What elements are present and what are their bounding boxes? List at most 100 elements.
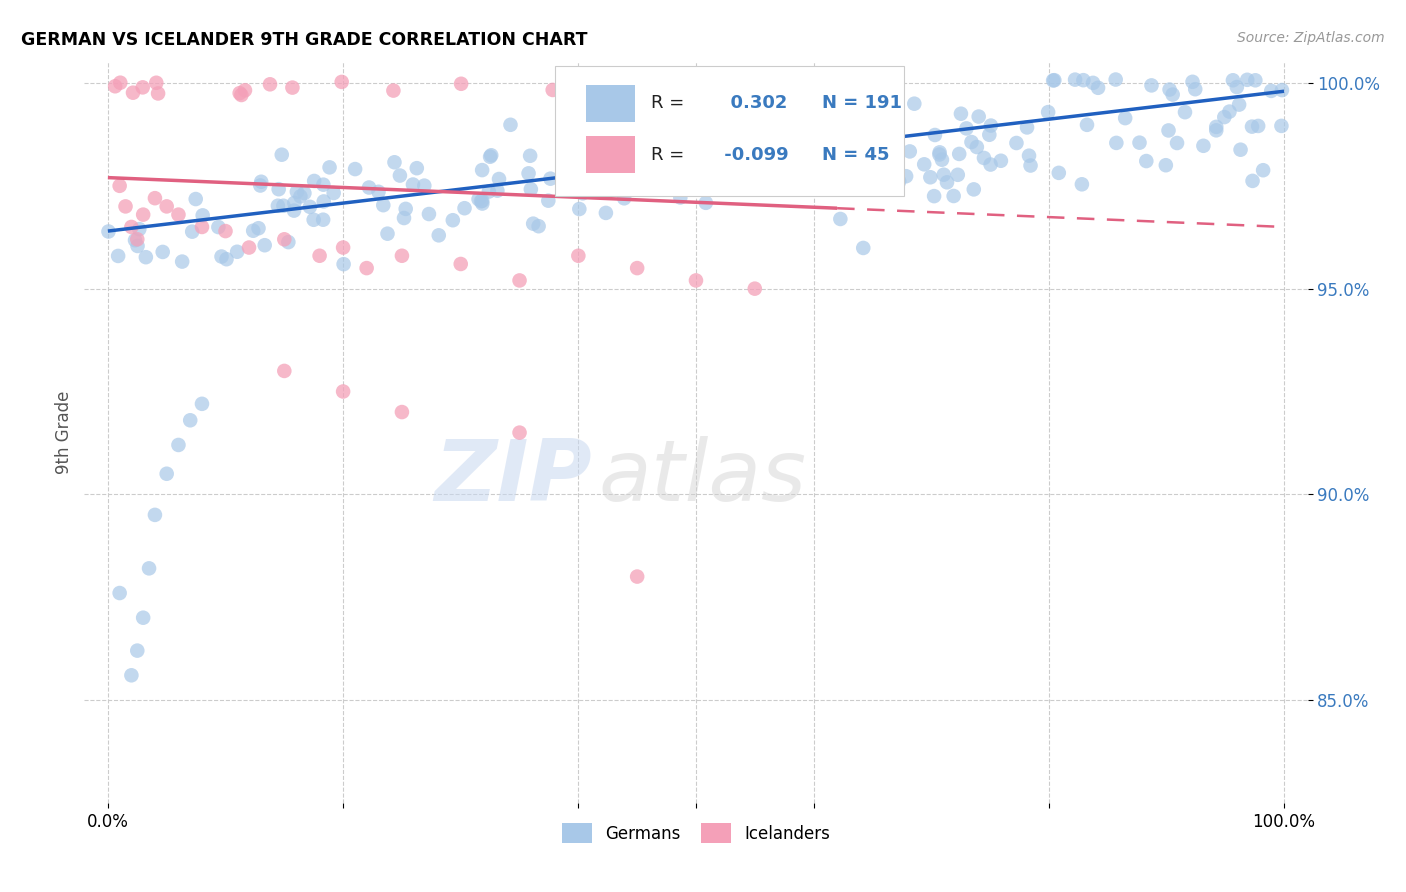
Point xyxy=(638,170,661,185)
Point xyxy=(1081,76,1104,90)
Point xyxy=(373,198,395,212)
Point xyxy=(231,88,253,103)
Point xyxy=(928,147,950,161)
Point xyxy=(568,202,591,216)
Point xyxy=(471,194,494,208)
Point xyxy=(686,180,709,194)
Point xyxy=(799,119,821,133)
Point xyxy=(108,586,131,600)
Point xyxy=(695,195,717,210)
Point xyxy=(233,83,256,97)
Text: atlas: atlas xyxy=(598,435,806,518)
Point xyxy=(1229,143,1251,157)
Point xyxy=(1166,136,1188,150)
Point xyxy=(214,224,236,238)
Point xyxy=(1260,84,1282,98)
Point xyxy=(541,83,564,97)
Point xyxy=(312,212,335,227)
Point xyxy=(912,157,935,171)
Point xyxy=(1192,138,1215,153)
Point xyxy=(862,173,884,187)
Point xyxy=(621,176,644,190)
Point xyxy=(172,254,194,268)
Point xyxy=(669,190,692,204)
Point xyxy=(242,224,264,238)
Point xyxy=(519,149,541,163)
Point xyxy=(114,199,136,213)
Point xyxy=(873,152,896,166)
Point xyxy=(626,261,648,276)
Point xyxy=(932,168,955,182)
Point xyxy=(737,180,759,194)
Point xyxy=(356,261,378,276)
Point xyxy=(1240,120,1263,134)
Point xyxy=(1218,104,1240,119)
Point xyxy=(247,221,270,235)
Point xyxy=(285,185,308,199)
Point xyxy=(470,194,492,209)
Point xyxy=(948,147,970,161)
Point xyxy=(990,153,1012,168)
Point xyxy=(330,75,353,89)
Point xyxy=(731,177,754,191)
Point xyxy=(693,135,716,149)
Point xyxy=(980,157,1002,171)
Text: 0.302: 0.302 xyxy=(718,95,787,112)
Point xyxy=(540,171,562,186)
Point xyxy=(138,561,160,575)
Point xyxy=(281,80,304,95)
Point xyxy=(405,161,427,176)
Point xyxy=(903,96,925,111)
Point xyxy=(267,182,290,196)
Point xyxy=(1076,118,1098,132)
Text: N = 191: N = 191 xyxy=(823,95,903,112)
Point xyxy=(384,155,406,169)
Point xyxy=(695,176,717,190)
Point xyxy=(127,232,149,246)
Point xyxy=(676,153,699,167)
Point xyxy=(725,151,748,165)
Point xyxy=(167,208,190,222)
Point xyxy=(322,186,344,200)
Point xyxy=(120,668,142,682)
Point xyxy=(471,196,494,211)
Point xyxy=(830,211,852,226)
Point xyxy=(973,151,995,165)
Point xyxy=(898,145,921,159)
Point xyxy=(922,189,945,203)
Point xyxy=(520,182,543,196)
FancyBboxPatch shape xyxy=(586,136,636,173)
Point xyxy=(191,397,214,411)
Point xyxy=(1157,123,1180,137)
Point xyxy=(1159,82,1181,96)
Point xyxy=(955,121,977,136)
Point xyxy=(167,438,190,452)
Point xyxy=(267,199,290,213)
Point xyxy=(967,110,990,124)
Point xyxy=(238,241,260,255)
Point xyxy=(1128,136,1150,150)
Point xyxy=(979,128,1001,142)
Point xyxy=(1135,154,1157,169)
Point xyxy=(852,241,875,255)
Point xyxy=(395,202,418,216)
FancyBboxPatch shape xyxy=(555,66,904,195)
Point xyxy=(294,186,316,201)
Point xyxy=(156,467,179,481)
Point xyxy=(1005,136,1028,150)
Point xyxy=(1236,72,1258,87)
Point xyxy=(1105,72,1128,87)
Point xyxy=(1222,73,1244,87)
Point xyxy=(1181,75,1204,89)
Point xyxy=(842,136,865,151)
Point xyxy=(537,194,560,208)
Point xyxy=(181,225,204,239)
Point xyxy=(253,238,276,252)
Point xyxy=(600,76,623,90)
Point xyxy=(1015,120,1038,135)
Legend: Germans, Icelanders: Germans, Icelanders xyxy=(555,816,837,850)
Point xyxy=(450,257,472,271)
Point xyxy=(97,225,120,239)
Text: GERMAN VS ICELANDER 9TH GRADE CORRELATION CHART: GERMAN VS ICELANDER 9TH GRADE CORRELATIO… xyxy=(21,31,588,49)
Point xyxy=(859,145,882,159)
